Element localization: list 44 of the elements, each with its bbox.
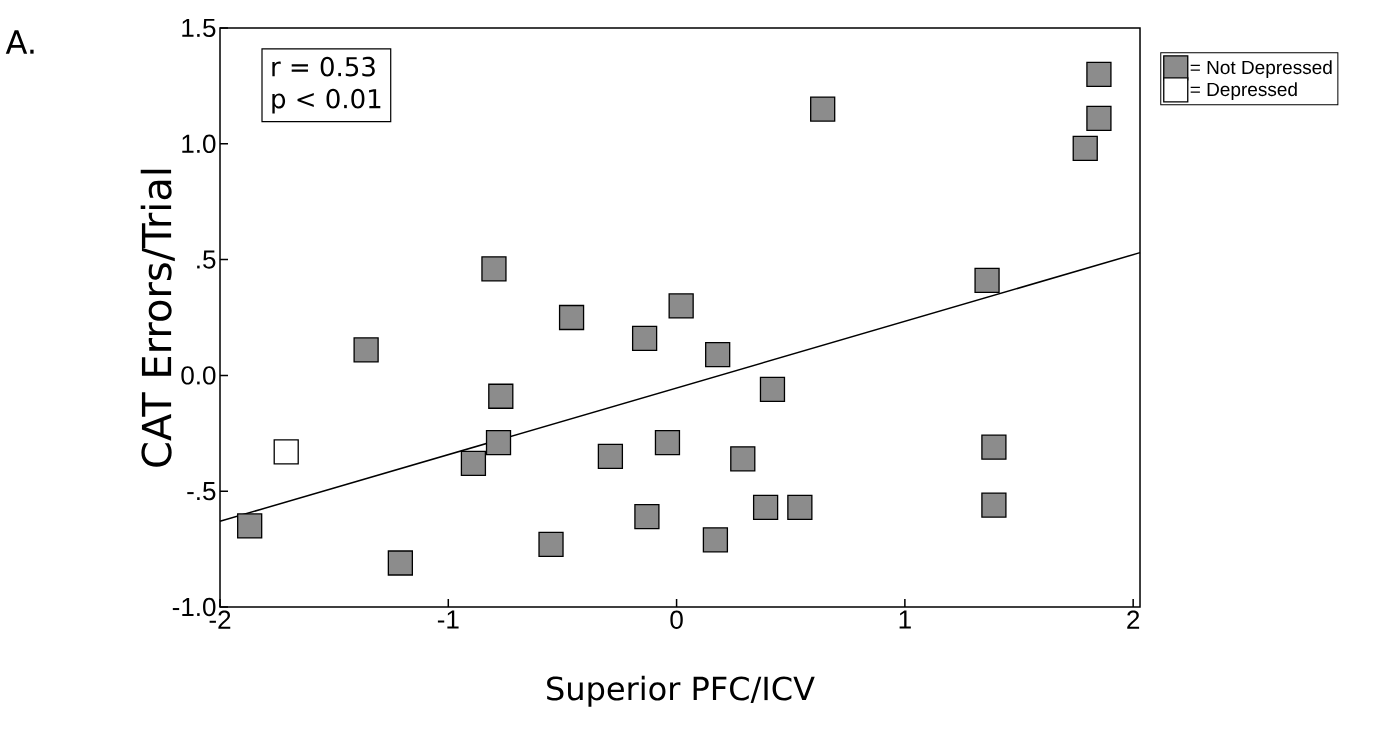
y-tick-label: -.5 [187,482,216,501]
y-tick-label: 0.0 [181,366,216,385]
x-tick-label: 0 [670,610,683,629]
point [702,527,729,553]
y-tick-label: 1.5 [182,18,216,38]
point [759,376,786,402]
legend-label: = Depressed [1190,82,1297,100]
point [273,439,299,465]
point [810,96,836,122]
point [668,293,694,319]
point [1072,135,1098,162]
point [387,550,414,576]
point [538,531,564,558]
point [705,341,731,368]
y-axis-title: CAT Errors/Trial [140,169,175,467]
x-axis-title: Superior PFC/ICV [547,675,815,707]
point [730,446,756,472]
point [631,325,658,351]
point [981,492,1007,518]
point [481,256,507,282]
point [654,429,681,456]
point [974,267,1000,294]
point [597,443,624,470]
annotation: p < 0.01 [272,88,381,114]
point [488,383,514,409]
point [752,494,779,521]
point [787,494,813,521]
point [237,513,263,539]
x-tick-label: 1 [899,610,911,629]
annotation: r = 0.53 [272,56,375,77]
point [460,450,487,477]
point [485,429,512,456]
x-tick-label: 2 [1127,610,1140,629]
text: A. [5,30,34,54]
point [353,337,379,363]
y-tick-label: 1.0 [182,134,216,153]
legend-label: = Not Depressed [1190,60,1332,78]
point [558,304,585,331]
x-tick-label: -1 [437,610,459,629]
point [1086,61,1112,87]
point [981,434,1007,460]
y-tick-label: .5 [197,250,216,269]
point [1086,105,1112,131]
point [634,504,660,530]
